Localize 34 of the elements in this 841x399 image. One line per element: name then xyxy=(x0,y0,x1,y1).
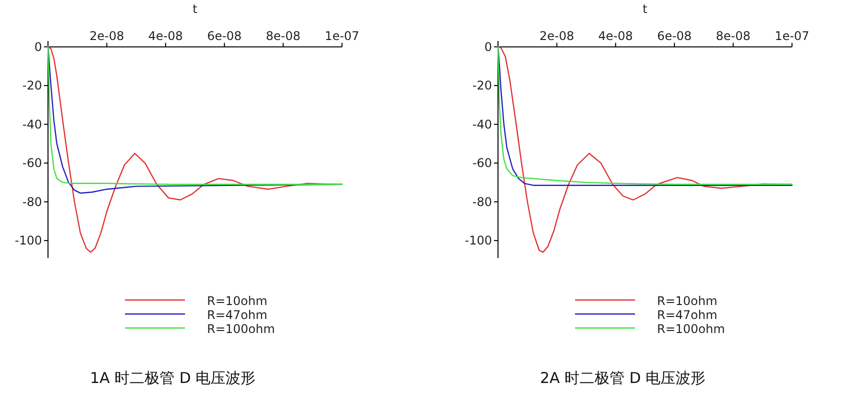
y-tick-label: 0 xyxy=(484,40,492,54)
x-tick-label: 8e-08 xyxy=(716,28,751,43)
legend-label: R=10ohm xyxy=(657,294,718,308)
x-axis-title: t xyxy=(642,2,648,16)
legend-label: R=10ohm xyxy=(207,294,268,308)
x-axis-title: t xyxy=(192,2,198,16)
y-tick-label: -40 xyxy=(472,117,492,132)
x-tick-label: 4e-08 xyxy=(598,28,633,43)
text: 2A 时二极管 D 电压波形 xyxy=(540,369,706,387)
y-tick-label: -100 xyxy=(14,234,42,248)
legend-label: R=47ohm xyxy=(207,308,268,322)
x-tick-label: 6e-08 xyxy=(657,28,692,43)
y-tick-label: -80 xyxy=(472,194,492,209)
y-tick-label: 0 xyxy=(34,40,42,54)
y-tick-label: -20 xyxy=(22,78,42,93)
x-tick-label: 2e-08 xyxy=(89,28,124,43)
x-tick-label: 4e-08 xyxy=(148,28,183,43)
legend-label: R=100ohm xyxy=(657,322,725,336)
y-tick-label: -60 xyxy=(472,156,492,170)
legend-label: R=100ohm xyxy=(207,322,275,336)
y-tick-label: -100 xyxy=(464,234,492,248)
y-tick-label: -60 xyxy=(22,156,42,170)
x-tick-label: 1e-07 xyxy=(774,28,810,43)
legend-label: R=47ohm xyxy=(657,308,718,322)
y-tick-label: -20 xyxy=(472,78,492,93)
x-tick-label: 6e-08 xyxy=(207,28,242,43)
y-tick-label: -80 xyxy=(22,194,42,209)
x-tick-label: 2e-08 xyxy=(539,28,574,43)
x-tick-label: 8e-08 xyxy=(266,28,301,43)
line-series xyxy=(47,46,343,253)
y-tick-label: -40 xyxy=(22,117,42,132)
text: 1A 时二极管 D 电压波形 xyxy=(90,369,256,387)
line-series xyxy=(497,46,793,253)
x-tick-label: 1e-07 xyxy=(324,28,360,43)
